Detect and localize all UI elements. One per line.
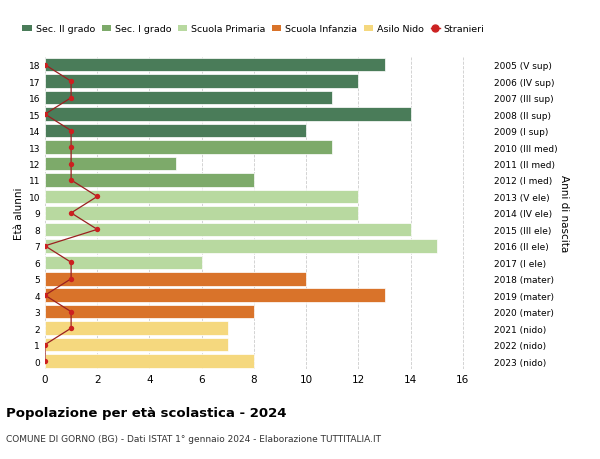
Bar xyxy=(45,305,254,319)
Bar xyxy=(45,322,228,335)
Bar xyxy=(45,92,332,105)
Bar xyxy=(45,174,254,187)
Point xyxy=(67,275,76,283)
Point xyxy=(40,111,50,118)
Y-axis label: Età alunni: Età alunni xyxy=(14,187,25,240)
Bar xyxy=(45,354,254,368)
Bar xyxy=(45,75,358,89)
Bar xyxy=(45,289,385,302)
Bar xyxy=(45,272,306,286)
Point xyxy=(67,95,76,102)
Bar xyxy=(45,223,410,236)
Text: Popolazione per età scolastica - 2024: Popolazione per età scolastica - 2024 xyxy=(6,406,287,419)
Text: COMUNE DI GORNO (BG) - Dati ISTAT 1° gennaio 2024 - Elaborazione TUTTITALIA.IT: COMUNE DI GORNO (BG) - Dati ISTAT 1° gen… xyxy=(6,434,381,443)
Point xyxy=(40,292,50,299)
Bar xyxy=(45,240,437,253)
Point xyxy=(67,259,76,266)
Point xyxy=(67,128,76,135)
Bar xyxy=(45,108,410,122)
Bar xyxy=(45,190,358,204)
Point xyxy=(40,341,50,348)
Legend: Sec. II grado, Sec. I grado, Scuola Primaria, Scuola Infanzia, Asilo Nido, Stran: Sec. II grado, Sec. I grado, Scuola Prim… xyxy=(19,22,488,38)
Point xyxy=(40,62,50,69)
Bar xyxy=(45,256,202,269)
Point xyxy=(40,358,50,365)
Bar xyxy=(45,141,332,155)
Bar xyxy=(45,124,306,138)
Point xyxy=(67,177,76,184)
Point xyxy=(67,325,76,332)
Bar xyxy=(45,59,385,73)
Bar xyxy=(45,207,358,220)
Point xyxy=(67,308,76,316)
Point xyxy=(67,161,76,168)
Bar xyxy=(45,338,228,352)
Point xyxy=(92,226,102,234)
Y-axis label: Anni di nascita: Anni di nascita xyxy=(559,175,569,252)
Point xyxy=(67,144,76,151)
Point xyxy=(67,78,76,86)
Point xyxy=(40,243,50,250)
Point xyxy=(92,193,102,201)
Bar xyxy=(45,157,176,171)
Point xyxy=(67,210,76,217)
